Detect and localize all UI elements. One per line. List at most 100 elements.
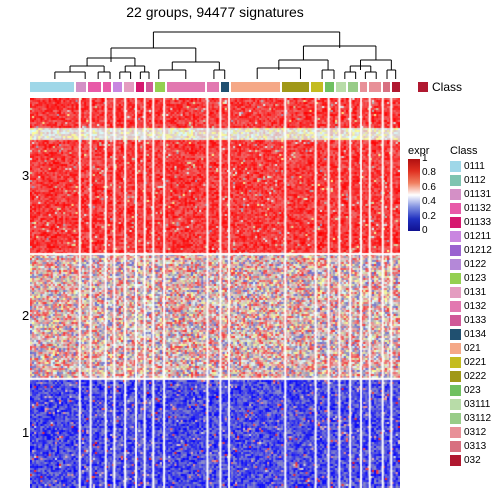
class-legend-label: 0132	[464, 301, 486, 312]
class-legend-item: 0221	[450, 355, 500, 369]
expr-tick: 1	[422, 154, 428, 164]
class-legend-item: 0133	[450, 313, 500, 327]
class-legend-label: 021	[464, 343, 481, 354]
class-legend-swatch	[450, 399, 461, 410]
class-seg	[346, 82, 358, 92]
class-seg	[111, 82, 123, 92]
class-legend-label: 0131	[464, 287, 486, 298]
class-legend-swatch	[450, 343, 461, 354]
column-dendrogram	[30, 24, 400, 79]
class-legend-label: 03112	[464, 413, 491, 424]
class-legend-item: 01212	[450, 243, 500, 257]
class-legend-item: 01132	[450, 201, 500, 215]
class-legend-swatch	[450, 175, 461, 186]
class-legend-label: 01132	[464, 203, 491, 214]
class-seg	[381, 82, 391, 92]
row-block-label: 1	[22, 425, 29, 440]
class-legend-label: 032	[464, 455, 481, 466]
class-legend-swatch	[450, 413, 461, 424]
class-legend-item: 021	[450, 341, 500, 355]
expr-tick: 0	[422, 226, 428, 236]
class-legend-item: 0132	[450, 299, 500, 313]
class-legend-swatch	[450, 357, 461, 368]
class-legend-label: 0112	[464, 175, 486, 186]
class-legend-label: 0122	[464, 259, 486, 270]
class-legend-swatch	[450, 315, 461, 326]
class-legend-label: 01133	[464, 217, 491, 228]
class-legend: Class 0111 0112 01131 01132 01133 01211 01212 0…	[450, 145, 500, 467]
class-legend-swatch	[450, 217, 461, 228]
class-seg	[205, 82, 219, 92]
class-header-swatch	[418, 82, 428, 92]
class-legend-item: 0222	[450, 369, 500, 383]
class-legend-label: 01212	[464, 245, 492, 256]
class-legend-label: 0221	[464, 357, 486, 368]
class-legend-item: 03112	[450, 411, 500, 425]
class-seg	[86, 82, 101, 92]
class-legend-item: 01133	[450, 215, 500, 229]
row-block-label: 3	[22, 168, 29, 183]
class-legend-label: 0133	[464, 315, 486, 326]
class-legend-swatch	[450, 427, 461, 438]
class-legend-item: 023	[450, 383, 500, 397]
expr-gradient-bar: 10.80.60.40.20	[408, 159, 420, 231]
class-legend-item: 0111	[450, 159, 500, 173]
class-header-label: Class	[432, 80, 462, 94]
class-legend-swatch	[450, 329, 461, 340]
class-legend-label: 0222	[464, 371, 486, 382]
expr-tick: 0.4	[422, 197, 436, 207]
class-seg	[358, 82, 368, 92]
row-block-label: 2	[22, 308, 29, 323]
class-legend-swatch	[450, 301, 461, 312]
class-legend-label: 0111	[464, 161, 485, 172]
class-legend-item: 032	[450, 453, 500, 467]
class-seg	[153, 82, 165, 92]
class-legend-swatch	[450, 161, 461, 172]
class-seg	[134, 82, 144, 92]
chart-title: 22 groups, 94477 signatures	[30, 4, 400, 20]
class-legend-swatch	[450, 231, 461, 242]
class-legend-label: 0123	[464, 273, 486, 284]
class-legend-label: 03111	[464, 399, 490, 410]
class-seg	[229, 82, 281, 92]
class-legend-item: 0134	[450, 327, 500, 341]
class-legend-item: 0112	[450, 173, 500, 187]
class-legend-swatch	[450, 455, 461, 466]
class-legend-label: 0312	[464, 427, 486, 438]
class-seg	[309, 82, 323, 92]
class-legend-title: Class	[450, 145, 500, 157]
class-legend-label: 0313	[464, 441, 486, 452]
class-seg	[219, 82, 229, 92]
class-legend-swatch	[450, 189, 461, 200]
heatmap-body	[30, 98, 400, 488]
class-legend-swatch	[450, 245, 461, 256]
class-seg	[122, 82, 134, 92]
class-seg	[323, 82, 335, 92]
class-seg	[30, 82, 74, 92]
expr-tick: 0.2	[422, 212, 436, 222]
class-seg	[165, 82, 205, 92]
class-seg	[334, 82, 346, 92]
class-legend-item: 0313	[450, 439, 500, 453]
class-legend-item: 0122	[450, 257, 500, 271]
class-legend-swatch	[450, 441, 461, 452]
class-color-bar	[30, 82, 400, 92]
class-seg	[144, 82, 154, 92]
class-seg	[280, 82, 309, 92]
class-legend-item: 01131	[450, 187, 500, 201]
class-seg	[367, 82, 381, 92]
class-legend-label: 01211	[464, 231, 491, 242]
class-legend-swatch	[450, 287, 461, 298]
expr-tick: 0.6	[422, 183, 436, 193]
class-legend-item: 0131	[450, 285, 500, 299]
class-legend-label: 01131	[464, 189, 491, 200]
class-legend-item: 0312	[450, 425, 500, 439]
class-legend-item: 01211	[450, 229, 500, 243]
class-legend-swatch	[450, 259, 461, 270]
class-legend-swatch	[450, 273, 461, 284]
class-legend-label: 0134	[464, 329, 486, 340]
class-legend-item: 0123	[450, 271, 500, 285]
class-seg	[74, 82, 86, 92]
class-legend-swatch	[450, 385, 461, 396]
expr-tick: 0.8	[422, 168, 436, 178]
